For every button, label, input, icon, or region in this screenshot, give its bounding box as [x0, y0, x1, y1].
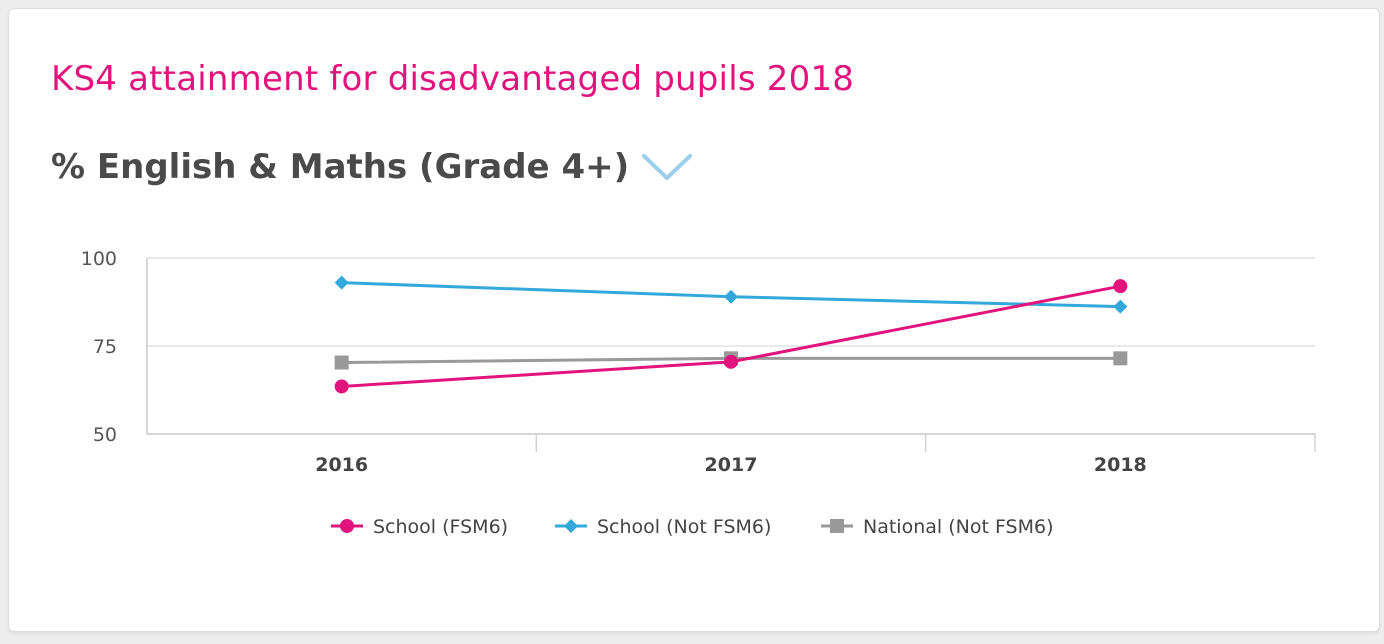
data-point-1	[1113, 299, 1128, 314]
legend-marker-1	[564, 519, 578, 533]
legend-marker-0	[340, 519, 354, 533]
x-tick-label: 2016	[315, 454, 368, 476]
widget-title: KS4 attainment for disadvantaged pupils …	[51, 59, 855, 99]
y-tick-label: 100	[81, 248, 117, 270]
measure-label: % English & Maths (Grade 4+)	[51, 147, 630, 187]
data-point-2	[334, 355, 349, 370]
data-point-1	[724, 289, 738, 304]
x-tick-label: 2018	[1094, 454, 1147, 476]
legend-label-0: School (FSM6)	[373, 516, 508, 538]
data-point-0	[334, 379, 349, 394]
measure-selector[interactable]: % English & Maths (Grade 4+)	[51, 147, 693, 187]
legend-label-1: School (Not FSM6)	[597, 516, 771, 538]
data-point-0	[724, 354, 738, 369]
chart-card: KS4 attainment for disadvantaged pupils …	[8, 8, 1380, 632]
data-point-0	[1113, 279, 1128, 294]
x-tick-label: 2017	[705, 454, 758, 476]
y-tick-label: 75	[93, 336, 117, 358]
data-point-1	[334, 275, 349, 290]
y-tick-label: 50	[93, 424, 117, 446]
legend-marker-2	[830, 519, 844, 533]
data-point-2	[1113, 351, 1128, 366]
legend-label-2: National (Not FSM6)	[863, 516, 1054, 538]
chevron-down-icon[interactable]	[641, 152, 693, 182]
